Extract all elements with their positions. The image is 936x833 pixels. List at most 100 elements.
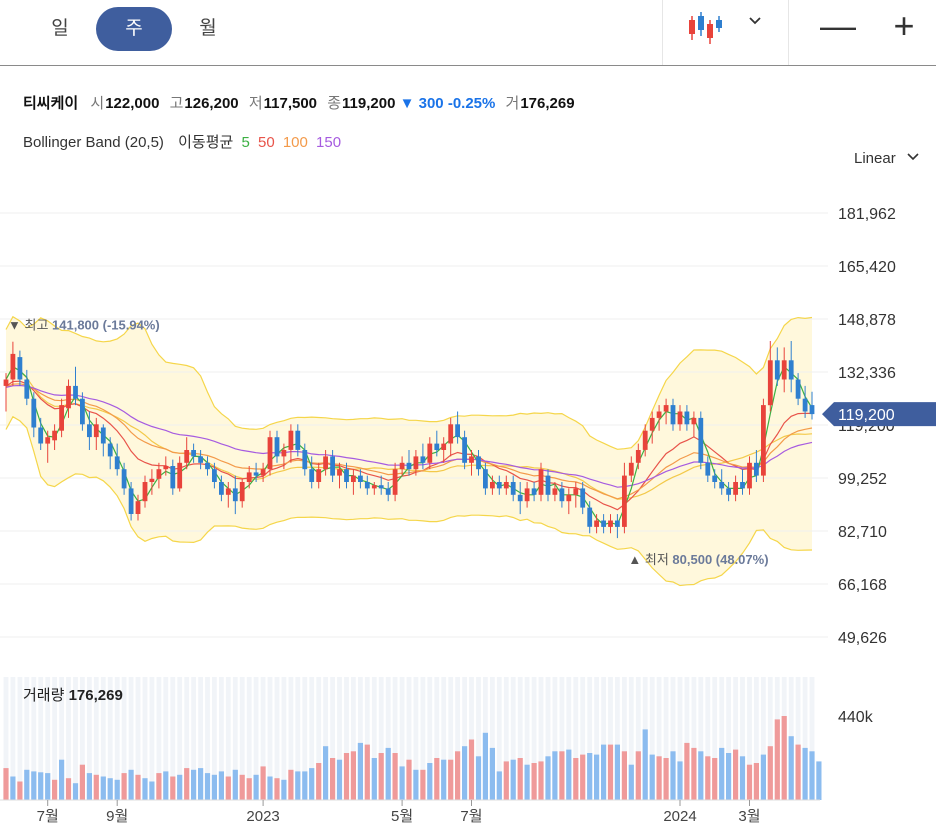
candle-body: [656, 411, 662, 418]
volume-bg-stripe: [3, 677, 9, 800]
zoom-in-button[interactable]: +: [893, 5, 915, 46]
volume-bg-stripe: [712, 677, 718, 800]
volume-bar: [225, 776, 231, 800]
indicator-legend[interactable]: Bollinger Band (20,5) 이동평균 5 50 100 150: [23, 131, 345, 152]
volume-bg-stripe: [87, 677, 92, 800]
volume-bar: [204, 773, 211, 800]
y-tick-label: 49,626: [838, 630, 887, 647]
candle-body: [698, 417, 704, 463]
candle-body: [59, 405, 64, 431]
volume-bg-stripe: [66, 677, 71, 800]
volume-bar: [295, 771, 301, 800]
tab-day[interactable]: 일: [51, 18, 69, 39]
volume-bg-stripe: [344, 677, 349, 800]
volume-bar: [420, 769, 426, 800]
volume-bar: [177, 774, 183, 800]
volume-bg-stripe: [615, 677, 620, 800]
toolbar-divider: [788, 0, 789, 65]
low-label: 저: [248, 95, 263, 112]
volume-bg-stripe: [531, 677, 537, 800]
volume-bg-stripe: [156, 677, 162, 800]
volume-bar: [781, 716, 787, 800]
candle-body: [802, 398, 808, 412]
ma-label[interactable]: 이동평균: [178, 134, 234, 151]
candle-body: [267, 437, 273, 470]
volume-bar: [170, 776, 176, 800]
volume-bar: [614, 744, 620, 800]
volume-bar: [72, 783, 79, 800]
candle-body: [170, 466, 176, 489]
volume-bar: [712, 758, 718, 800]
ma-5-label: 5: [241, 134, 250, 151]
volume-bar: [274, 778, 280, 800]
candle-body: [371, 485, 377, 489]
chevron-down-icon[interactable]: [748, 12, 762, 33]
volume-bg-stripe: [719, 677, 725, 800]
volume-bar: [191, 769, 197, 800]
candle-body: [45, 437, 51, 444]
candle-body: [490, 482, 495, 489]
x-tick-label: 7월: [460, 808, 482, 825]
volume-bg-stripe: [93, 677, 99, 800]
volume-bg-stripe: [455, 677, 460, 800]
volume-bar: [79, 764, 85, 800]
candle-body: [121, 469, 127, 489]
candle-body: [253, 472, 259, 476]
candle-body: [622, 475, 627, 527]
candle-body: [517, 494, 523, 502]
volume-bar: [93, 774, 99, 800]
volume-bg-stripe: [80, 677, 85, 800]
candlestick-icon[interactable]: [686, 10, 726, 46]
candle-body: [524, 488, 530, 502]
volume-bg-stripe: [684, 677, 690, 800]
volume-bar: [573, 758, 579, 800]
volume-bar: [545, 756, 551, 800]
volume-bg-stripe: [656, 677, 662, 800]
volume-bar: [24, 769, 30, 800]
volume-bar: [330, 758, 336, 800]
volume-bg-stripe: [601, 677, 606, 800]
high-marker-value: 141,800 (-15.94%): [52, 318, 160, 333]
volume-bar: [406, 759, 412, 800]
candle-body: [358, 475, 363, 482]
candle-body: [66, 385, 71, 409]
candle-body: [191, 450, 196, 457]
candle-body: [649, 417, 655, 431]
volume-bar: [149, 781, 155, 800]
scale-selector[interactable]: Linear: [854, 150, 920, 167]
volume-bar: [635, 751, 641, 800]
volume-bg-stripe: [538, 677, 544, 800]
volume-bg-stripe: [24, 677, 30, 800]
volume-bg-stripe: [795, 677, 801, 800]
volume-bar: [663, 758, 669, 800]
candle-body: [434, 443, 440, 450]
candle-body: [628, 462, 634, 476]
volume-bg-stripe: [149, 677, 155, 800]
volume-bg-stripe: [691, 677, 697, 800]
volume-bg-stripe: [309, 677, 315, 800]
volume-bg-stripe: [100, 677, 106, 800]
volume-bar: [726, 753, 732, 800]
x-tick-label: 9월: [106, 808, 128, 825]
volume-bar: [100, 776, 106, 800]
bollinger-label[interactable]: Bollinger Band (20,5): [23, 134, 164, 151]
volume-bar: [684, 742, 690, 800]
candle-body: [733, 482, 738, 495]
candle-body: [100, 427, 106, 444]
candle-body: [663, 405, 669, 412]
volume-bg-stripe: [351, 677, 356, 800]
candle-body: [38, 427, 44, 444]
candle-body: [462, 437, 467, 463]
volume-bg-stripe: [413, 677, 419, 800]
volume-bar: [510, 759, 516, 800]
volume-bg-stripe: [302, 677, 308, 800]
candle-body: [406, 462, 412, 470]
tab-week[interactable]: 주: [96, 7, 172, 51]
candle-body: [573, 488, 579, 495]
volume-bg-stripe: [573, 677, 579, 800]
volume-bg-stripe: [427, 677, 433, 800]
tab-month[interactable]: 월: [199, 18, 217, 39]
zoom-out-button[interactable]: —: [820, 5, 856, 46]
volume-bar: [246, 778, 252, 800]
